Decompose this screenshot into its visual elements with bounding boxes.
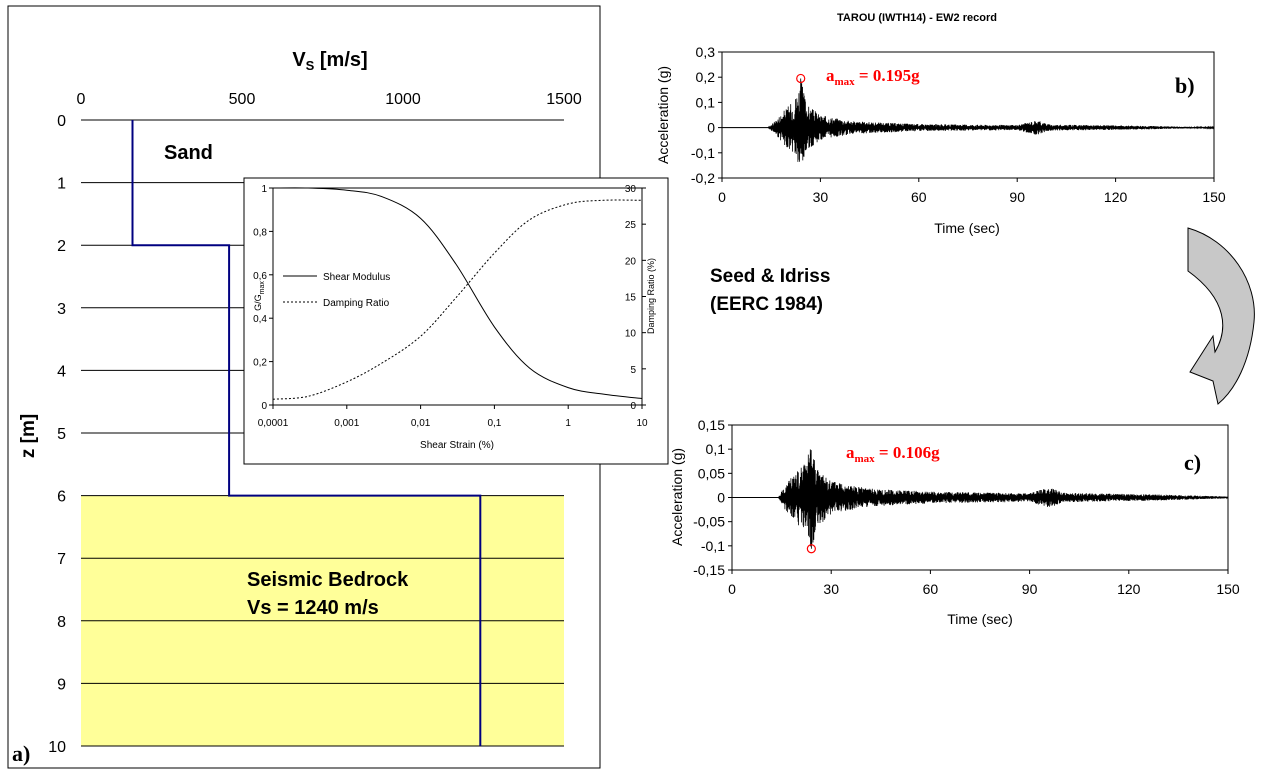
inset-right-axis-title: Damping Ratio (%) bbox=[646, 258, 656, 334]
x-tick-label: 120 bbox=[1117, 581, 1141, 597]
depth-tick-label: 9 bbox=[57, 676, 66, 693]
record-b-x-axis-title: Time (sec) bbox=[934, 220, 1000, 236]
y-tick-label: -0,1 bbox=[701, 538, 725, 554]
x-tick-label: 60 bbox=[911, 189, 927, 205]
x-tick-label: 150 bbox=[1202, 189, 1226, 205]
shear-modulus-curve bbox=[272, 187, 643, 399]
transfer-arrow-icon bbox=[1187, 227, 1255, 405]
depth-tick-label: 2 bbox=[57, 238, 66, 255]
depth-tick-label: 10 bbox=[48, 739, 66, 756]
record-title: TAROU (IWTH14) - EW2 record bbox=[837, 12, 997, 24]
record-c-y-axis-title: Acceleration (g) bbox=[669, 448, 685, 546]
y-tick-label: -0,05 bbox=[693, 514, 725, 530]
x-tick-label: 120 bbox=[1104, 189, 1128, 205]
bedrock-vs-label: Vs = 1240 m/s bbox=[247, 597, 379, 619]
inset-x-tick-label: 1 bbox=[565, 418, 571, 429]
vs-tick-label: 1000 bbox=[385, 91, 421, 108]
inset-left-axis-title: G/Gmax bbox=[253, 281, 266, 311]
depth-axis-title: z [m] bbox=[18, 414, 39, 458]
vs-tick-label: 0 bbox=[77, 91, 86, 108]
depth-tick-label: 0 bbox=[57, 113, 66, 130]
y-tick-label: 0,3 bbox=[696, 44, 716, 60]
x-tick-label: 30 bbox=[813, 189, 829, 205]
depth-tick-label: 4 bbox=[57, 363, 66, 380]
vs-tick-label: 500 bbox=[229, 91, 256, 108]
panel-a-label: a) bbox=[12, 741, 30, 766]
damping-ratio-curve bbox=[272, 199, 643, 400]
record-b-waveform bbox=[722, 78, 1215, 162]
inset-right-tick-label: 5 bbox=[630, 365, 636, 376]
inset-right-tick-label: 25 bbox=[625, 220, 637, 231]
y-tick-label: 0,15 bbox=[698, 417, 725, 433]
bedrock-label: Seismic Bedrock bbox=[247, 569, 409, 591]
y-tick-label: 0 bbox=[717, 490, 725, 506]
y-tick-label: 0,1 bbox=[706, 441, 726, 457]
vs-tick-label: 1500 bbox=[546, 91, 582, 108]
inset-left-tick-label: 0 bbox=[261, 401, 267, 412]
y-tick-label: 0,05 bbox=[698, 465, 725, 481]
inset-right-tick-label: 10 bbox=[625, 329, 637, 340]
inset-x-tick-label: 0,001 bbox=[334, 418, 359, 429]
vs-axis-title: VS [m/s] bbox=[292, 49, 367, 73]
inset-axes: 0,0001 0,001 0,01 0,1 1 1000,20,40,60,8105101… bbox=[253, 184, 648, 429]
method-reference: (EERC 1984) bbox=[710, 294, 823, 315]
inset-frame bbox=[243, 177, 669, 465]
depth-tick-label: 6 bbox=[57, 489, 66, 506]
x-tick-label: 60 bbox=[923, 581, 939, 597]
depth-tick-label: 8 bbox=[57, 614, 66, 631]
inset-left-tick-label: 0,6 bbox=[253, 271, 267, 282]
panel-c-label: c) bbox=[1184, 450, 1201, 475]
sand-layer-label: Sand bbox=[164, 142, 213, 164]
x-tick-label: 90 bbox=[1022, 581, 1038, 597]
inset-x-tick-label: 0,1 bbox=[487, 418, 501, 429]
method-label: Seed & Idriss bbox=[710, 266, 830, 287]
y-tick-label: -0,15 bbox=[693, 562, 725, 578]
inset-right-tick-label: 15 bbox=[625, 293, 637, 304]
record-b-peak-marker bbox=[796, 73, 806, 84]
inset-right-tick-label: 30 bbox=[625, 184, 637, 195]
inset-left-tick-label: 1 bbox=[261, 184, 267, 195]
legend-damping-label: Damping Ratio bbox=[323, 298, 390, 309]
y-tick-label: 0 bbox=[707, 120, 715, 136]
vs-profile-y-ticks: 0 1 2 3 4 5 6 7 8 9 10 bbox=[48, 113, 66, 756]
record-c-x-axis-title: Time (sec) bbox=[947, 611, 1013, 627]
legend-shear-label: Shear Modulus bbox=[323, 272, 390, 283]
x-tick-label: 0 bbox=[728, 581, 736, 597]
depth-tick-label: 3 bbox=[57, 301, 66, 318]
record-b-amax-annotation: amax = 0.195g bbox=[826, 66, 920, 88]
record-c-peak-marker bbox=[806, 544, 816, 554]
x-tick-label: 30 bbox=[823, 581, 839, 597]
x-tick-label: 90 bbox=[1009, 189, 1025, 205]
inset-x-tick-label: 10 bbox=[636, 418, 648, 429]
inset-x-tick-label: 0,01 bbox=[411, 418, 431, 429]
y-tick-label: 0,2 bbox=[696, 69, 716, 85]
record-b-y-axis-title: Acceleration (g) bbox=[655, 66, 671, 164]
depth-tick-label: 7 bbox=[57, 551, 66, 568]
vs-profile-line bbox=[131, 120, 482, 746]
inset-left-tick-label: 0,2 bbox=[253, 358, 267, 369]
x-tick-label: 150 bbox=[1216, 581, 1240, 597]
inset-right-tick-label: 0 bbox=[630, 401, 636, 412]
inset-right-tick-label: 20 bbox=[625, 256, 637, 267]
inset-x-tick-label: 0,0001 bbox=[258, 418, 289, 429]
y-tick-label: -0,2 bbox=[691, 170, 715, 186]
record-b-axes: -0,2 -0,1 0 0,1 0,2 0,3 0 30 60 90 120 150 bbox=[691, 44, 1226, 205]
inset-x-axis-title: Shear Strain (%) bbox=[420, 440, 494, 451]
y-tick-label: 0,1 bbox=[696, 94, 716, 110]
panel-b-plot-area bbox=[721, 51, 1215, 179]
y-tick-label: -0,1 bbox=[691, 145, 715, 161]
depth-tick-label: 5 bbox=[57, 426, 66, 443]
depth-tick-label: 1 bbox=[57, 176, 66, 193]
vs-profile-x-ticks: 0 500 1000 1500 bbox=[77, 91, 582, 108]
x-tick-label: 0 bbox=[718, 189, 726, 205]
inset-left-tick-label: 0,8 bbox=[253, 227, 267, 238]
record-c-waveform bbox=[732, 449, 1229, 549]
panel-b-label: b) bbox=[1175, 73, 1195, 98]
record-c-amax-annotation: amax = 0.106g bbox=[846, 443, 940, 465]
inset-left-tick-label: 0,4 bbox=[253, 314, 267, 325]
